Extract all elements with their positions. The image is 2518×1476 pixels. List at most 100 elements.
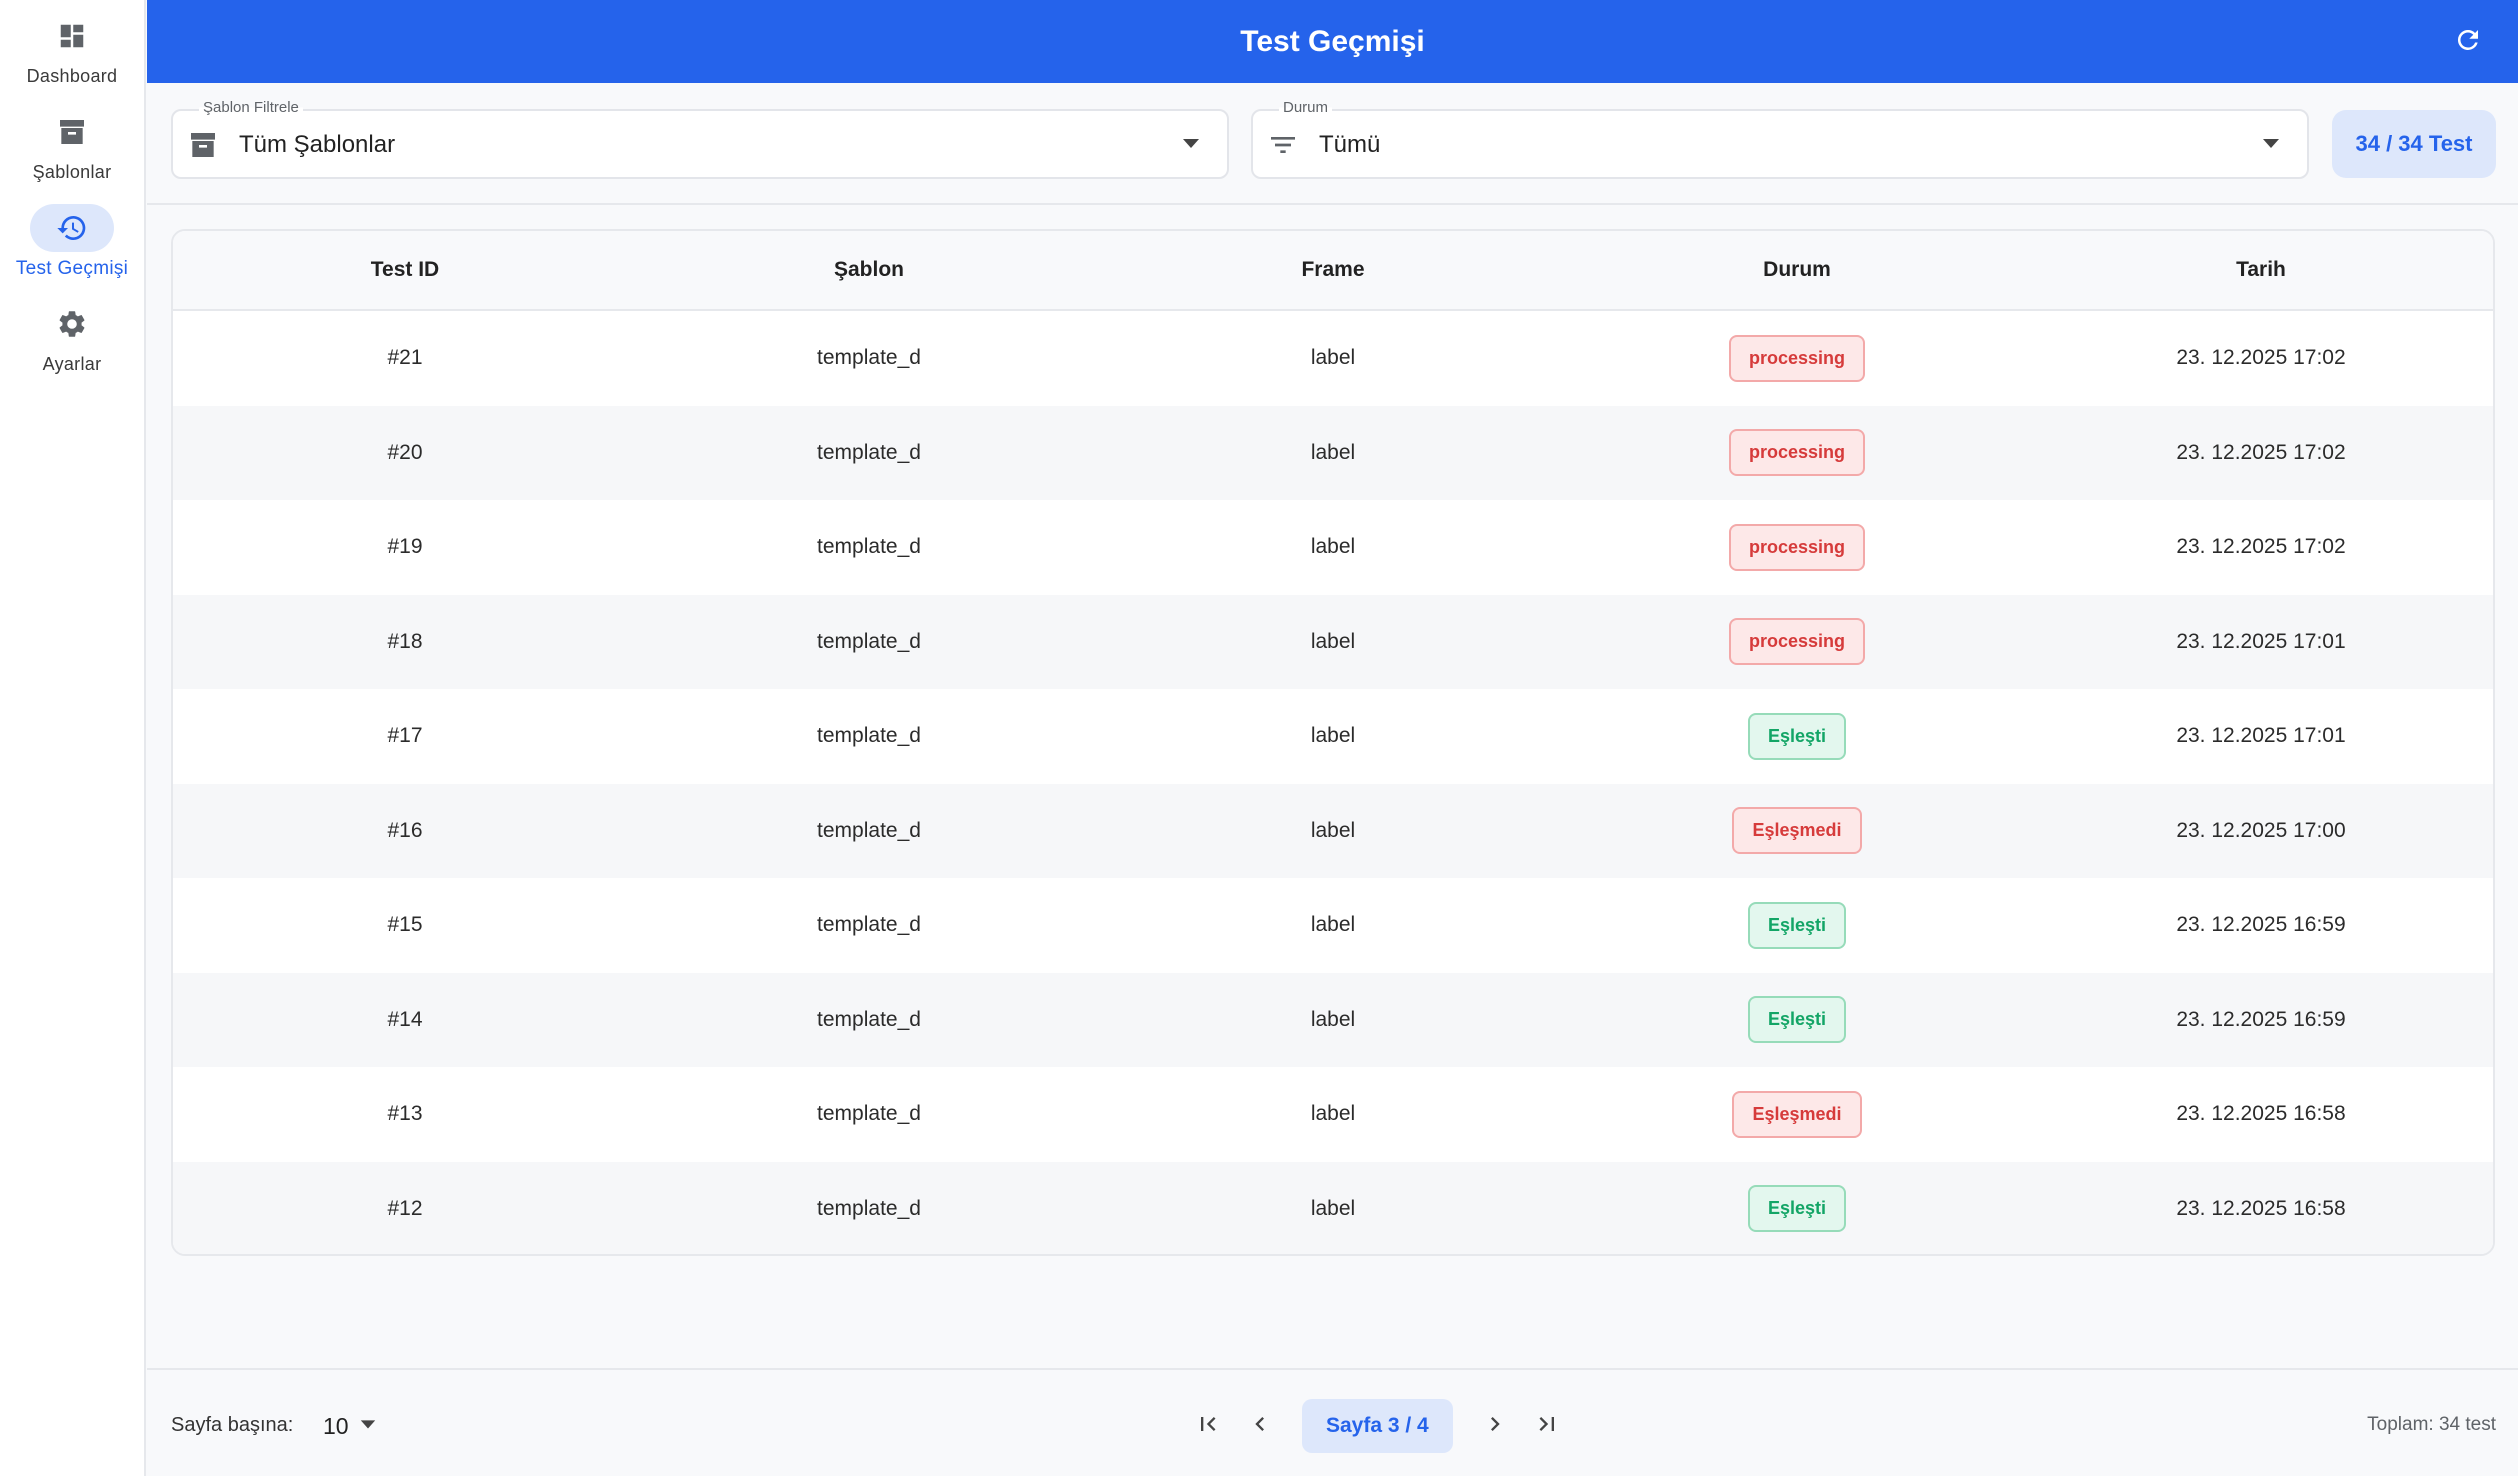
cell-test-id: #21: [387, 346, 423, 370]
sidebar-item-settings[interactable]: Ayarlar: [0, 300, 144, 396]
cell-template: template_d: [817, 535, 921, 559]
cell-test-id: #20: [387, 440, 423, 464]
cell-date: 23. 12.2025 17:02: [2176, 535, 2346, 559]
sidebar-item-label: Ayarlar: [42, 354, 102, 374]
status-badge: Eşleşti: [1747, 712, 1847, 760]
status-badge: processing: [1728, 618, 1866, 666]
table-row[interactable]: #14 template_d label Eşleşti 23. 12.2025…: [173, 972, 2493, 1067]
filter-bar: Şablon Filtrele Tüm Şablonlar Durum Tümü: [147, 83, 2518, 205]
column-header-status[interactable]: Durum: [1763, 258, 1831, 281]
test-history-table: Test ID Şablon Frame Durum Tarih #21 tem…: [171, 229, 2495, 1256]
table-body: #21 template_d label processing 23. 12.2…: [173, 311, 2493, 1254]
chevron-right-icon: [1481, 1410, 1509, 1443]
cell-template: template_d: [817, 346, 921, 370]
chevron-left-icon: [1246, 1410, 1274, 1443]
sidebar: Dashboard Şablonlar Test Geçmişi Ayarlar: [0, 0, 146, 1476]
column-header-test-id[interactable]: Test ID: [370, 258, 440, 281]
table-row[interactable]: #20 template_d label processing 23. 12.2…: [173, 405, 2493, 500]
per-page-value: 10: [323, 1412, 349, 1439]
status-badge: Eşleşmedi: [1732, 1090, 1862, 1138]
cell-frame: label: [1310, 818, 1356, 842]
template-filter-value: Tüm Şablonlar: [239, 131, 396, 158]
cell-frame: label: [1310, 913, 1356, 937]
pager: Sayfa 3 / 4: [1182, 1398, 1573, 1454]
cell-frame: label: [1310, 1007, 1356, 1031]
per-page-label: Sayfa başına:: [171, 1414, 294, 1436]
cell-date: 23. 12.2025 16:59: [2176, 913, 2346, 937]
cell-template: template_d: [817, 818, 921, 842]
current-page-indicator: Sayfa 3 / 4: [1302, 1399, 1453, 1453]
total-count-text: Toplam: 34 test: [2367, 1414, 2496, 1435]
archive-icon: [187, 129, 219, 161]
cell-test-id: #12: [387, 1196, 423, 1220]
cell-frame: label: [1310, 724, 1356, 748]
cell-frame: label: [1310, 629, 1356, 653]
cell-frame: label: [1310, 535, 1356, 559]
status-filter-value: Tümü: [1319, 131, 1381, 158]
refresh-button[interactable]: [2448, 22, 2488, 62]
cell-date: 23. 12.2025 17:01: [2176, 724, 2346, 748]
template-filter-legend: Şablon Filtrele: [199, 99, 303, 116]
archive-icon: [30, 108, 114, 156]
sidebar-item-dashboard[interactable]: Dashboard: [0, 12, 144, 108]
cell-template: template_d: [817, 440, 921, 464]
template-filter-select[interactable]: Şablon Filtrele Tüm Şablonlar: [171, 99, 1229, 179]
cell-template: template_d: [817, 1102, 921, 1126]
status-filter-select[interactable]: Durum Tümü: [1251, 99, 2309, 179]
status-badge: Eşleşti: [1747, 996, 1847, 1044]
first-page-icon: [1194, 1410, 1222, 1443]
dashboard-icon: [30, 12, 114, 60]
status-badge: processing: [1728, 523, 1866, 571]
cell-test-id: #17: [387, 724, 423, 748]
table-row[interactable]: #15 template_d label Eşleşti 23. 12.2025…: [173, 878, 2493, 973]
table-row[interactable]: #19 template_d label processing 23. 12.2…: [173, 500, 2493, 595]
table-row[interactable]: #13 template_d label Eşleşmedi 23. 12.20…: [173, 1067, 2493, 1162]
cell-date: 23. 12.2025 17:00: [2176, 818, 2346, 842]
sidebar-item-label: Test Geçmişi: [15, 258, 129, 279]
cell-template: template_d: [817, 629, 921, 653]
cell-test-id: #16: [387, 818, 423, 842]
sidebar-item-label: Dashboard: [26, 66, 118, 86]
column-header-date[interactable]: Tarih: [2236, 258, 2286, 281]
sidebar-item-test-history[interactable]: Test Geçmişi: [0, 204, 144, 300]
cell-frame: label: [1310, 440, 1356, 464]
status-filter-legend: Durum: [1279, 99, 1333, 116]
gear-icon: [30, 300, 114, 348]
cell-template: template_d: [817, 913, 921, 937]
previous-page-button[interactable]: [1234, 1400, 1286, 1452]
cell-test-id: #19: [387, 535, 423, 559]
table-row[interactable]: #12 template_d label Eşleşti 23. 12.2025…: [173, 1161, 2493, 1254]
table-row[interactable]: #21 template_d label processing 23. 12.2…: [173, 311, 2493, 406]
table-row[interactable]: #17 template_d label Eşleşti 23. 12.2025…: [173, 689, 2493, 784]
cell-date: 23. 12.2025 17:02: [2176, 346, 2346, 370]
page-title: Test Geçmişi: [1240, 24, 1425, 58]
last-page-icon: [1533, 1410, 1561, 1443]
column-header-frame[interactable]: Frame: [1301, 258, 1365, 281]
first-page-button[interactable]: [1182, 1400, 1234, 1452]
cell-date: 23. 12.2025 17:01: [2176, 629, 2346, 653]
dropdown-arrow-icon: [1181, 136, 1201, 152]
cell-frame: label: [1310, 1102, 1356, 1126]
cell-date: 23. 12.2025 16:58: [2176, 1102, 2346, 1126]
cell-frame: label: [1310, 1196, 1356, 1220]
table-row[interactable]: #16 template_d label Eşleşmedi 23. 12.20…: [173, 783, 2493, 878]
status-badge: Eşleşti: [1747, 1185, 1847, 1233]
last-page-button[interactable]: [1521, 1400, 1573, 1452]
per-page-select[interactable]: 10: [323, 1406, 377, 1446]
cell-template: template_d: [817, 1196, 921, 1220]
next-page-button[interactable]: [1469, 1400, 1521, 1452]
history-icon: [30, 204, 114, 252]
sidebar-item-templates[interactable]: Şablonlar: [0, 108, 144, 204]
sidebar-item-label: Şablonlar: [32, 162, 112, 182]
status-badge: Eşleşmedi: [1732, 807, 1862, 855]
cell-frame: label: [1310, 346, 1356, 370]
status-badge: processing: [1728, 429, 1866, 477]
filter-icon: [1267, 129, 1299, 161]
status-badge: Eşleşti: [1747, 901, 1847, 949]
dropdown-arrow-icon: [359, 1417, 377, 1435]
table-row[interactable]: #18 template_d label processing 23. 12.2…: [173, 594, 2493, 689]
test-count-chip: 34 / 34 Test: [2332, 110, 2496, 178]
status-badge: processing: [1728, 334, 1866, 382]
cell-test-id: #18: [387, 629, 423, 653]
column-header-template[interactable]: Şablon: [833, 258, 904, 281]
